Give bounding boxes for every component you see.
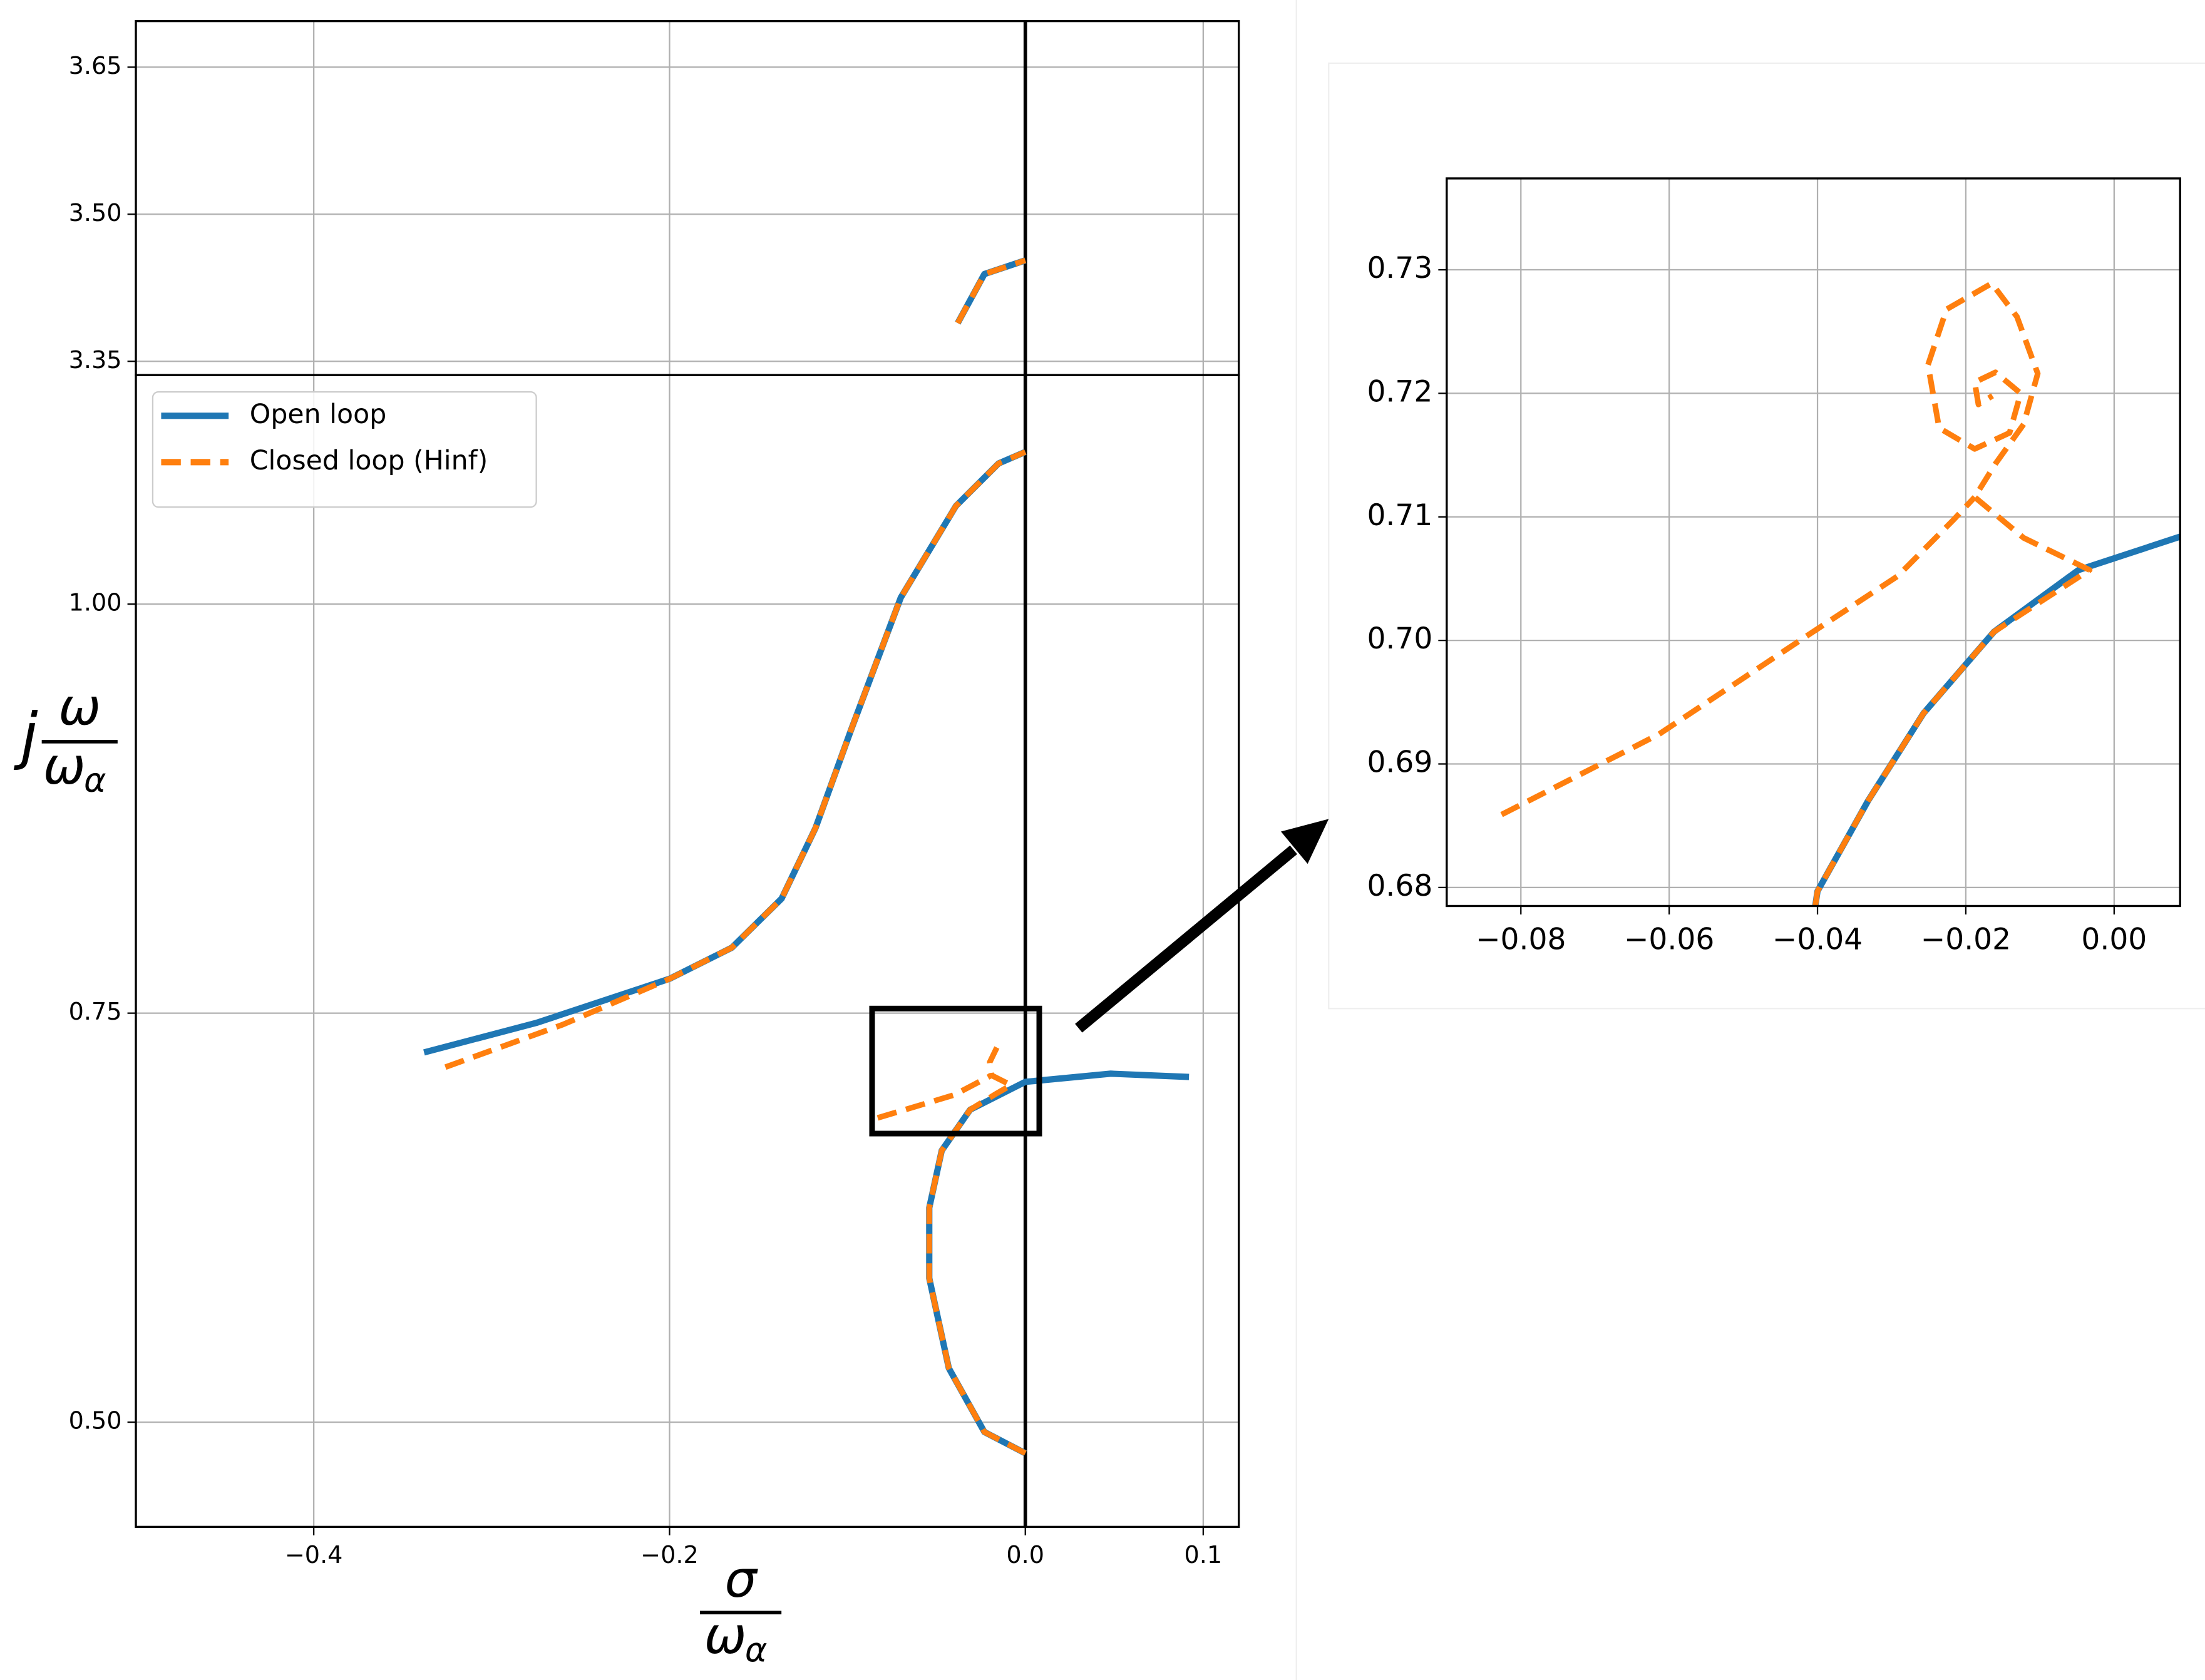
y-tick-label: 0.50: [69, 1407, 122, 1435]
series-group: [955, 257, 1027, 325]
x-label-denominator: ω: [704, 1607, 747, 1666]
legend-label: Open loop: [250, 399, 386, 430]
y-tick-label: 3.50: [69, 199, 122, 227]
x-tick-label: −0.02: [1921, 923, 2011, 957]
x-tick-label: −0.2: [640, 1541, 699, 1569]
plot-layer: 3.35 3.50 3.65 0.50 0.75 1.00 −0.4 −0.2 0.0 0.1 Op…: [13, 19, 2181, 1669]
y-tick-label: 0.73: [1367, 251, 1432, 285]
x-tick-label: −0.06: [1624, 923, 1714, 957]
x-tick-label: 0.1: [1185, 1541, 1223, 1569]
y-tick-label: 0.75: [69, 998, 122, 1025]
x-label-subscript: α: [745, 1630, 768, 1669]
series-line: [1500, 280, 2093, 906]
x-tick-label: −0.04: [1772, 923, 1863, 957]
series-group: [1500, 280, 2181, 906]
x-tick-label: −0.4: [285, 1541, 343, 1569]
legend-box: [152, 391, 537, 508]
zoom-arrow: [1075, 845, 1297, 1033]
y-tick-label: 0.72: [1367, 374, 1432, 409]
legend-label: Closed loop (Hinf): [250, 445, 488, 476]
plot-frame: [1446, 177, 2181, 908]
zoom-box: [869, 1005, 1042, 1137]
x-label-numerator: σ: [724, 1550, 758, 1609]
y-tick-label: 1.00: [69, 589, 122, 617]
y-tick-label: 0.69: [1367, 745, 1432, 780]
y-tick-label: 0.68: [1367, 869, 1432, 903]
x-tick-label: −0.08: [1476, 923, 1566, 957]
zoom-arrow-head: [1281, 819, 1329, 864]
y-tick-label: 0.70: [1367, 622, 1432, 656]
series-line: [955, 257, 1027, 325]
y-label-denominator: ω: [43, 737, 86, 796]
y-label-subscript: α: [84, 761, 106, 800]
inset-frame: [1328, 62, 2205, 1010]
y-tick-label: 3.35: [69, 346, 122, 374]
series-line: [444, 449, 1027, 1456]
series-group: [423, 449, 1190, 1457]
plot-frame: [135, 374, 1240, 1529]
x-tick-label: 0.0: [1006, 1541, 1044, 1569]
y-label-numerator: ω: [58, 679, 101, 737]
x-tick-label: 0.00: [2081, 923, 2147, 957]
y-tick-label: 3.65: [69, 52, 122, 79]
y-tick-label: 0.71: [1367, 498, 1432, 533]
